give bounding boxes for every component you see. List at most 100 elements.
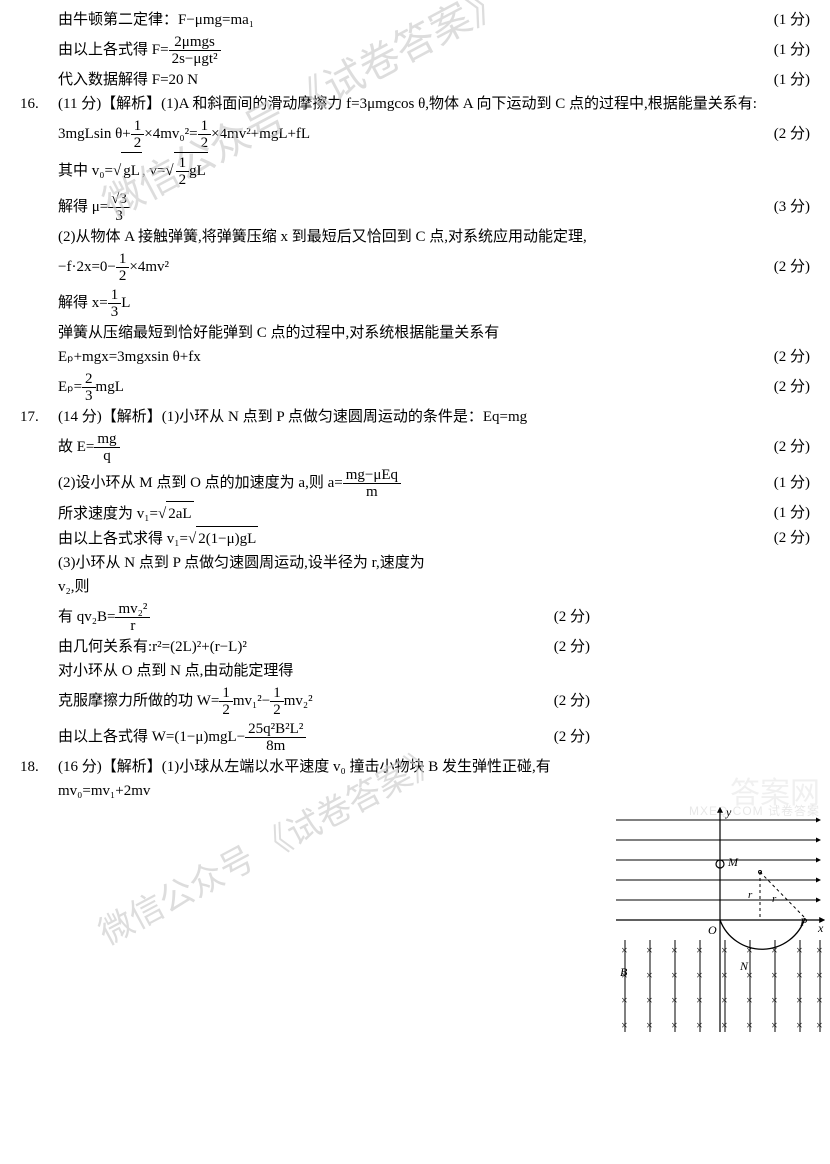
line: 3mgLsin θ+12×4mv₀²=12×4mv²+mgL+fL (2 分) (20, 116, 810, 152)
line: Eₚ+mgx=3mgxsin θ+fx (2 分) (20, 345, 810, 369)
svg-text:×: × (621, 993, 628, 1007)
eq-text: 由以上各式求得 v₁=2(1−μ)gL (58, 526, 750, 551)
svg-text:×: × (771, 943, 778, 957)
score: (1 分) (750, 68, 810, 92)
svg-text:×: × (771, 1018, 778, 1032)
text: 有 qv₂B= (58, 609, 115, 625)
svg-text:B: B (620, 965, 628, 979)
question-text: (11 分)【解析】(1)A 和斜面间的滑动摩擦力 f=3μmgcos θ,物体… (58, 92, 810, 116)
score: (2 分) (750, 369, 810, 405)
svg-text:×: × (646, 943, 653, 957)
sqrt: gL (113, 152, 142, 189)
eq-text: 由以上各式得 F=2μmgs2s−μgt² (58, 32, 750, 68)
eq-text: v₂,则 (58, 575, 590, 599)
eq-text: −f·2x=0−12×4mv² (58, 249, 750, 285)
fraction: mgq (94, 431, 119, 465)
line: 有 qv₂B=mv₂²r (2 分) (20, 599, 590, 635)
corner-watermark-url: MXEQ.COM 试卷答案 (689, 802, 820, 821)
sqrt: 12gL (165, 152, 207, 189)
svg-text:×: × (721, 968, 728, 982)
question-number: 17. (20, 405, 58, 429)
fraction: 12 (270, 685, 284, 719)
line: (2)设小环从 M 点到 O 点的加速度为 a,则 a=mg−μEqm (1 分… (20, 465, 810, 501)
svg-text:×: × (621, 943, 628, 957)
text: 其中 v₀= (58, 163, 113, 179)
text: ×4mv₀²= (144, 126, 197, 142)
text: 3mgLsin θ+ (58, 126, 131, 142)
text: mv₁²− (233, 693, 270, 709)
sqrt: 2aL (158, 501, 194, 526)
svg-text:×: × (646, 993, 653, 1007)
svg-text:×: × (671, 993, 678, 1007)
text: ×4mv² (129, 259, 169, 275)
score: (2 分) (530, 683, 590, 719)
text: , v= (142, 163, 165, 179)
eq-text: Eₚ=23mgL (58, 369, 750, 405)
score: (2 分) (750, 249, 810, 285)
svg-text:×: × (696, 968, 703, 982)
line: v₂,则 (20, 575, 590, 599)
svg-text:×: × (646, 1018, 653, 1032)
question-18: 18. (16 分)【解析】(1)小球从左端以水平速度 v₀ 撞击小物块 B 发… (20, 755, 810, 779)
svg-text:×: × (796, 943, 803, 957)
svg-text:×: × (746, 993, 753, 1007)
sqrt: 2(1−μ)gL (188, 526, 258, 551)
svg-text:×: × (746, 968, 753, 982)
line: 弹簧从压缩最短到恰好能弹到 C 点的过程中,对系统根据能量关系有 (20, 321, 810, 345)
line: (3)小环从 N 点到 P 点做匀速圆周运动,设半径为 r,速度为 (20, 551, 590, 575)
score: (2 分) (530, 599, 590, 635)
eq-text: 有 qv₂B=mv₂²r (58, 599, 530, 635)
svg-text:×: × (696, 1018, 703, 1032)
svg-text:O: O (708, 923, 717, 937)
score: (2 分) (750, 116, 810, 152)
svg-text:×: × (696, 943, 703, 957)
svg-text:×: × (796, 968, 803, 982)
text: (2)设小环从 M 点到 O 点的加速度为 a,则 a= (58, 475, 343, 491)
svg-text:r: r (772, 893, 777, 905)
eq-text: 其中 v₀=gL, v=12gL (58, 152, 750, 189)
line: 由以上各式得 W=(1−μ)mgL−25q²B²L²8m (2 分) (20, 719, 590, 755)
svg-text:×: × (816, 1018, 823, 1032)
svg-text:×: × (696, 993, 703, 1007)
line: 克服摩擦力所做的功 W=12mv₁²−12mv₂² (2 分) (20, 683, 590, 719)
eq-text: Eₚ+mgx=3mgxsin θ+fx (58, 345, 750, 369)
fraction: 12 (131, 118, 145, 152)
eq-text: (2)从物体 A 接触弹簧,将弹簧压缩 x 到最短后又恰回到 C 点,对系统应用… (58, 225, 810, 249)
line: 对小环从 O 点到 N 点,由动能定理得 (20, 659, 590, 683)
text: mgL (96, 379, 124, 395)
fraction: 13 (108, 287, 122, 321)
score: (1 分) (750, 32, 810, 68)
eq-text: (2)设小环从 M 点到 O 点的加速度为 a,则 a=mg−μEqm (58, 465, 750, 501)
score: (2 分) (530, 719, 590, 755)
text: 故 E= (58, 439, 94, 455)
text: L (121, 295, 130, 311)
fraction: √33 (108, 191, 130, 225)
score: (2 分) (530, 635, 590, 659)
svg-text:×: × (671, 1018, 678, 1032)
svg-text:M: M (727, 855, 739, 869)
question-number: 18. (20, 755, 58, 779)
eq-text: 解得 x=13L (58, 285, 810, 321)
eq-text: 克服摩擦力所做的功 W=12mv₁²−12mv₂² (58, 683, 530, 719)
text: Eₚ= (58, 379, 82, 395)
svg-text:r: r (748, 889, 753, 901)
fraction: 25q²B²L²8m (245, 721, 306, 755)
line: 由以上各式得 F=2μmgs2s−μgt² (1 分) (20, 32, 810, 68)
svg-text:×: × (646, 968, 653, 982)
score: (2 分) (750, 429, 810, 465)
line: 其中 v₀=gL, v=12gL (20, 152, 810, 189)
physics-diagram: yxOMrrNP××××××××××××××××××××××××××××××××… (610, 800, 830, 1040)
text: 由以上各式得 F= (58, 42, 169, 58)
question-number: 16. (20, 92, 58, 116)
text: 由以上各式得 W=(1−μ)mgL− (58, 729, 245, 745)
text: 由以上各式求得 v₁= (58, 531, 188, 547)
svg-text:P: P (799, 915, 808, 929)
eq-text: 由牛顿第二定律：F−μmg=ma₁ (58, 8, 750, 32)
score: (2 分) (750, 526, 810, 550)
fraction: 12 (116, 251, 130, 285)
score: (2 分) (750, 345, 810, 369)
text: 解得 μ= (58, 199, 108, 215)
fraction: mv₂²r (115, 601, 150, 635)
text: 解得 x= (58, 295, 108, 311)
svg-text:×: × (796, 993, 803, 1007)
